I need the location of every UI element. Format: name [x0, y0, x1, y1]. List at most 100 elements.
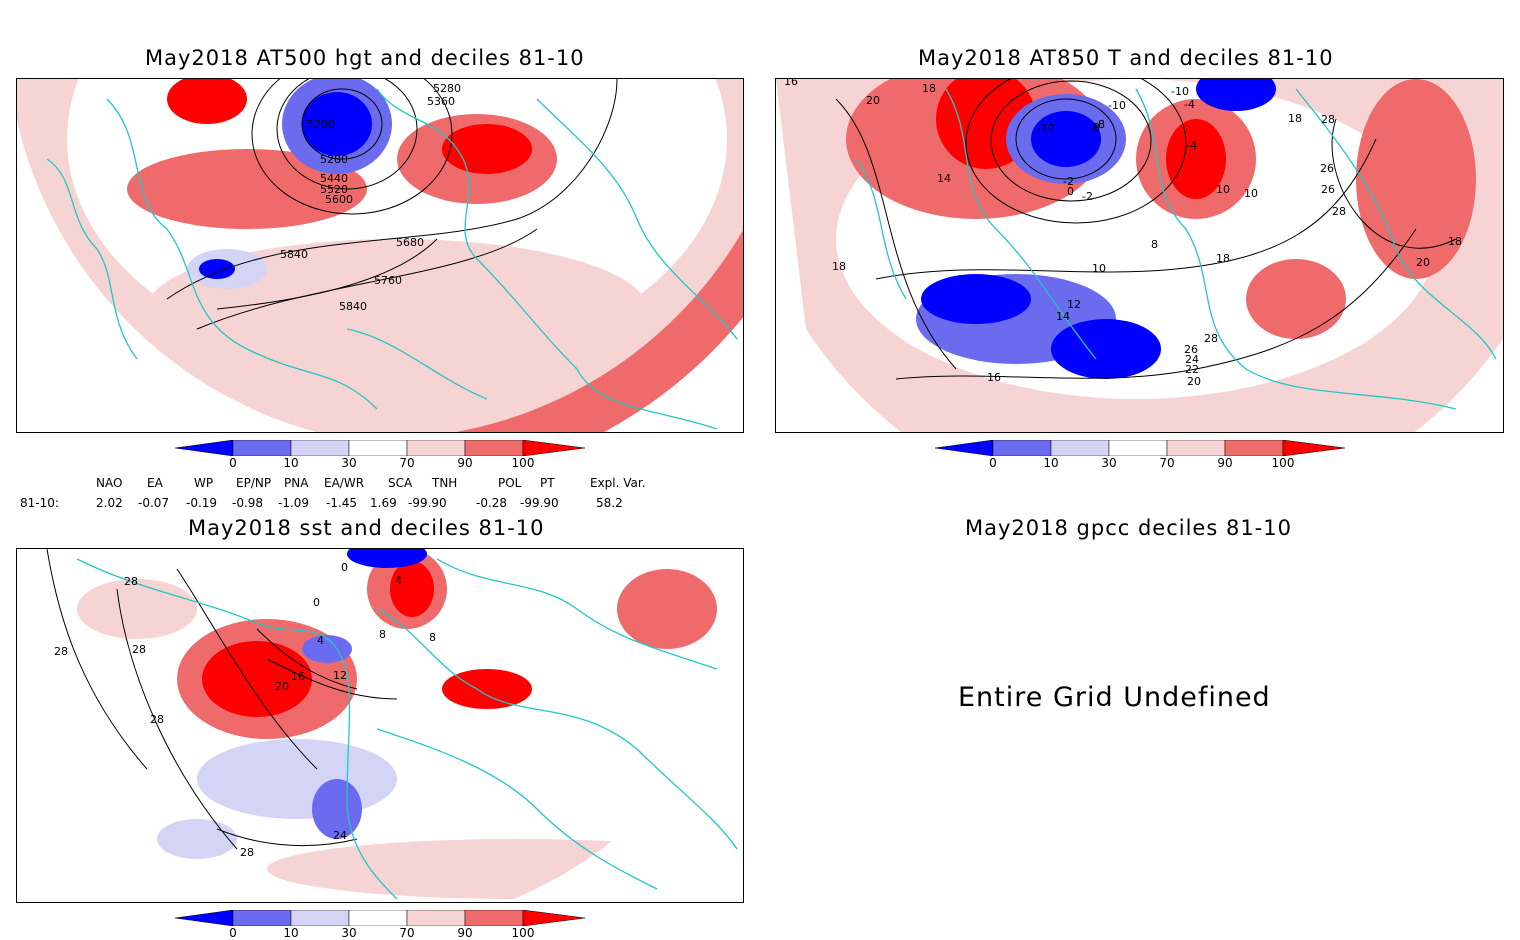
contour-label: 28 — [1321, 113, 1335, 126]
contour-label: 16 — [291, 670, 305, 683]
contour-label: 8 — [379, 628, 386, 641]
contour-label: 18 — [1288, 112, 1302, 125]
colorbar-label: 90 — [457, 926, 473, 940]
contour-label: 5280 — [433, 82, 461, 95]
colorbar-label: 0 — [229, 456, 237, 470]
panel-sst-title: May2018 sst and deciles 81-10 — [188, 516, 545, 540]
contour-label: 8 — [1151, 238, 1158, 251]
index-value: -0.19 — [186, 496, 218, 510]
undefined-grid-message: Entire Grid Undefined — [958, 682, 1271, 713]
contour-label: 14 — [1056, 310, 1070, 323]
colorbar-label: 70 — [399, 926, 415, 940]
index-header: Expl. Var. — [590, 476, 646, 490]
contour-label: 0 — [341, 561, 348, 574]
index-header: TNH — [432, 476, 458, 490]
contour-label: 28 — [150, 713, 164, 726]
colorbar-label: 10 — [1043, 456, 1059, 470]
contour-label: 4 — [395, 574, 402, 587]
contour-label: 5600 — [325, 193, 353, 206]
contour-label: 24 — [333, 829, 347, 842]
contour-label: -8 — [1089, 121, 1100, 134]
colorbar-label: 30 — [341, 456, 357, 470]
contour-label: 5520 — [320, 183, 348, 196]
index-value: 2.02 — [96, 496, 123, 510]
contour-label: 5840 — [339, 300, 367, 313]
colorbar-label: 10 — [283, 926, 299, 940]
contour-label: 10 — [1216, 183, 1230, 196]
index-header: WP — [194, 476, 214, 490]
contour-label: -8 — [1094, 118, 1105, 131]
index-header: PT — [540, 476, 555, 490]
colorbar-t850: 0 10 30 70 90 100 — [935, 440, 1345, 474]
colorbar-label: 100 — [511, 926, 535, 940]
contour-label: 5760 — [374, 274, 402, 287]
contour-label: 12 — [333, 669, 347, 682]
index-value: -0.28 — [476, 496, 508, 510]
index-value: -99.90 — [408, 496, 447, 510]
panel-t850-title: May2018 AT850 T and deciles 81-10 — [918, 46, 1334, 70]
contour-label: 5200 — [307, 118, 335, 131]
index-value: -99.90 — [520, 496, 559, 510]
colorbar-label: 30 — [341, 926, 357, 940]
colorbar-label: 30 — [1101, 456, 1117, 470]
positive-anomaly-atlantic — [127, 149, 367, 229]
contour-label: 26 — [1184, 343, 1198, 356]
contour-label: 28 — [240, 846, 254, 859]
colorbar-label: 90 — [457, 456, 473, 470]
coastlines — [855, 88, 1497, 410]
contour-label: 26 — [1321, 183, 1335, 196]
panel-gpcc-title: May2018 gpcc deciles 81-10 — [965, 516, 1292, 540]
index-value: -0.07 — [138, 496, 170, 510]
negative-anomaly-atlantic — [197, 739, 397, 819]
panel-t850-map: 16 20 18 18 -10 -8 -12 -8 -2 0 -2 -10 -4… — [775, 78, 1504, 433]
contour-label: 0 — [1067, 185, 1074, 198]
contour-label: 28 — [1204, 332, 1218, 345]
contour-label: 4 — [317, 634, 324, 647]
index-value: 1.69 — [370, 496, 397, 510]
contour-label: 20 — [275, 680, 289, 693]
colorbar-label: 10 — [283, 456, 299, 470]
colorbar-label: 70 — [1159, 456, 1175, 470]
contour-label: 5840 — [280, 248, 308, 261]
contour-label: 16 — [784, 79, 798, 88]
panel-hgt500-title: May2018 AT500 hgt and deciles 81-10 — [145, 46, 585, 70]
colorbar-label: 0 — [229, 926, 237, 940]
contour-label: 5680 — [396, 236, 424, 249]
index-header: POL — [498, 476, 522, 490]
index-header: EA — [147, 476, 163, 490]
contour-label: 16 — [987, 371, 1001, 384]
contour-label: -10 — [1171, 85, 1189, 98]
contour-label: 12 — [1067, 298, 1081, 311]
contour-label: -10 — [1108, 99, 1126, 112]
contour-label: -4 — [1186, 139, 1197, 152]
index-header: NAO — [96, 476, 123, 490]
contour-label: 20 — [866, 94, 880, 107]
colorbar-label: 0 — [989, 456, 997, 470]
contour-label: -12 — [1037, 122, 1055, 135]
index-header: EP/NP — [236, 476, 272, 490]
contour-label: -2 — [1082, 190, 1093, 203]
index-header: EA/WR — [324, 476, 365, 490]
index-value: -1.09 — [278, 496, 310, 510]
index-value: 58.2 — [596, 496, 623, 510]
contour-label: -4 — [1184, 98, 1195, 111]
index-header: SCA — [388, 476, 413, 490]
contour-label: 14 — [937, 172, 951, 185]
colorbar-hgt500: 0 10 30 70 90 100 — [175, 440, 585, 474]
contour-label: 28 — [54, 645, 68, 658]
contour-label: 5360 — [427, 95, 455, 108]
panel-sst-map: 28 28 28 28 0 0 4 4 8 8 12 16 20 24 28 — [16, 548, 744, 903]
contour-label: 20 — [1187, 375, 1201, 388]
index-header: PNA — [284, 476, 309, 490]
index-row-label: 81-10: — [20, 496, 59, 510]
contour-label: 18 — [832, 260, 846, 273]
panel-hgt500-map: 5280 5360 5200 5280 5440 5520 5600 5680 … — [16, 78, 744, 433]
contour-label: 5440 — [320, 172, 348, 185]
coastlines — [46, 88, 738, 430]
contour-label: 22 — [1185, 363, 1199, 376]
colorbar-label: 90 — [1217, 456, 1233, 470]
colorbar-label: 100 — [511, 456, 535, 470]
colorbar-label: 70 — [399, 456, 415, 470]
contour-label: 18 — [1448, 235, 1462, 248]
contour-label: 18 — [922, 82, 936, 95]
